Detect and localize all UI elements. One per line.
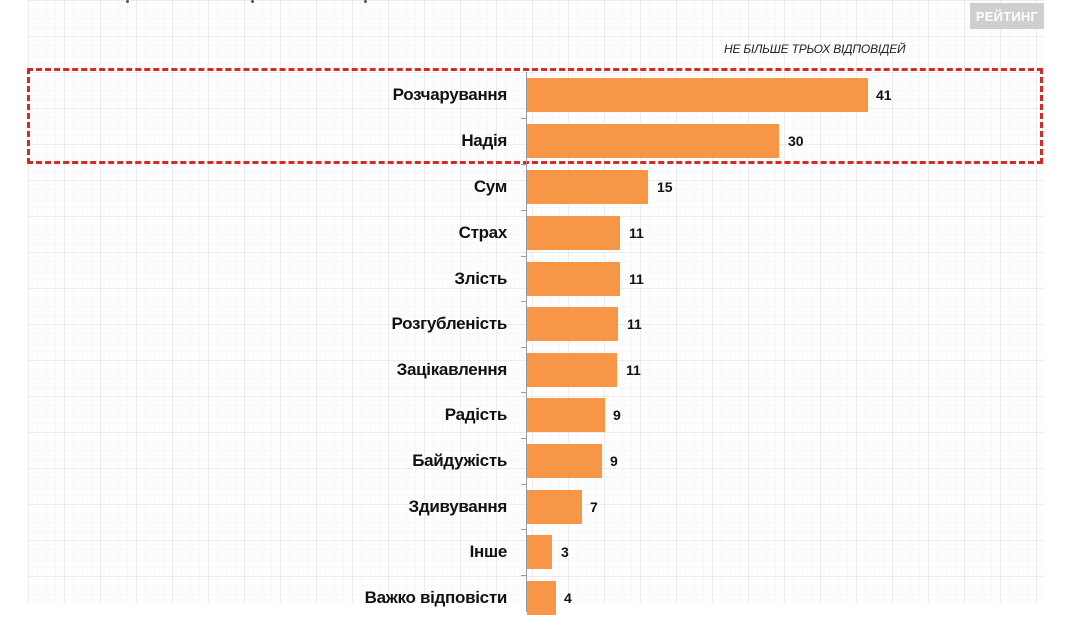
logo-text: РЕЙТИНГ [975,8,1039,24]
chart-row: Надія 30 [0,118,1072,170]
value-label: 11 [627,316,642,332]
category-label: Страх [458,223,508,242]
axis-tick [521,484,527,485]
chart-row: Злість 11 [0,256,1072,308]
axis-tick [521,210,527,211]
value-label: 4 [564,590,572,606]
chart-note: НЕ БІЛЬШЕ ТРЬОХ ВІДПОВІДЕЙ [724,42,906,56]
category-label: Здивування [408,497,507,516]
value-label: 9 [613,407,621,423]
value-label: 9 [610,453,618,469]
chart-row: Страх 11 [0,210,1072,262]
chart-row: Інше 3 [0,529,1072,581]
bar [527,444,602,478]
category-label: Радість [444,405,508,424]
value-label: 3 [561,544,569,560]
axis-tick [521,438,527,439]
rating-logo: РЕЙТИНГ [970,3,1044,29]
chart-row: Важко відповісти 4 [0,575,1072,627]
category-label: Зацікавлення [396,360,508,379]
chart-row: Сум 15 [0,164,1072,216]
chart-row: Байдужість 9 [0,438,1072,490]
value-label: 11 [629,271,644,287]
value-label: 41 [876,87,892,103]
category-label: Розчарування [392,85,508,104]
axis-tick [521,301,527,302]
bar [527,262,620,296]
chart-row: Розчарування 41 [0,78,1072,124]
category-axis [526,72,527,612]
chart-row: Зацікавлення 11 [0,347,1072,399]
axis-tick [521,392,527,393]
chart-row: Розгубленість 11 [0,301,1072,353]
category-label: Байдужість [412,451,507,470]
category-label: Важко відповісти [364,588,508,607]
category-label: Розгубленість [391,314,508,333]
axis-tick [521,575,527,576]
bar [527,353,617,387]
axis-tick [521,118,527,119]
category-label: Інше [469,542,508,561]
axis-tick [521,164,527,165]
axis-tick [521,529,527,530]
title-remnant [0,0,1072,4]
bar [527,307,618,341]
value-label: 7 [590,499,598,515]
bar [527,581,556,615]
bar [527,490,582,524]
category-label: Злість [454,269,507,288]
axis-tick [521,347,527,348]
highlight-box [27,68,1043,164]
value-label: 15 [657,179,673,195]
category-label: Надія [461,131,507,150]
value-label: 11 [626,362,641,378]
bar [527,398,605,432]
bar [527,535,552,569]
bar [527,78,868,112]
category-label: Сум [473,177,507,196]
bar [527,124,779,158]
axis-tick [521,256,527,257]
chart-row: Радість 9 [0,392,1072,444]
bar [527,216,620,250]
bar [527,170,648,204]
value-label: 11 [629,225,644,241]
value-label: 30 [788,133,804,149]
chart-row: Здивування 7 [0,484,1072,536]
